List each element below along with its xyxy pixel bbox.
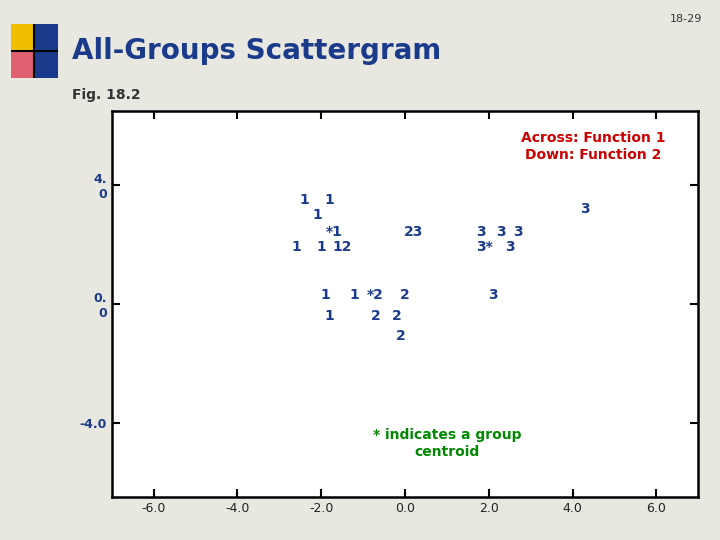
Text: 3: 3 xyxy=(505,240,515,254)
Text: 2: 2 xyxy=(392,309,402,322)
Text: 3: 3 xyxy=(488,288,498,302)
Text: 3: 3 xyxy=(580,202,590,215)
Text: * indicates a group
centroid: * indicates a group centroid xyxy=(373,429,521,458)
Text: Fig. 18.2: Fig. 18.2 xyxy=(72,87,140,102)
Text: 1: 1 xyxy=(325,309,334,322)
Text: 3*: 3* xyxy=(476,240,493,254)
Text: 18-29: 18-29 xyxy=(670,14,702,24)
Bar xyxy=(35,24,58,51)
Text: 3: 3 xyxy=(513,226,523,239)
Bar xyxy=(11,24,35,51)
Text: 1: 1 xyxy=(312,208,322,221)
Bar xyxy=(11,51,35,78)
Text: *2: *2 xyxy=(367,288,384,302)
Text: 2: 2 xyxy=(396,329,405,343)
Text: 23: 23 xyxy=(404,226,423,239)
Text: 2: 2 xyxy=(400,288,410,302)
Text: 1: 1 xyxy=(320,288,330,302)
Text: 1: 1 xyxy=(291,240,301,254)
Bar xyxy=(35,51,58,78)
Text: All-Groups Scattergram: All-Groups Scattergram xyxy=(72,37,441,65)
Text: 3: 3 xyxy=(476,226,485,239)
Text: 12: 12 xyxy=(333,240,352,254)
Text: 1: 1 xyxy=(350,288,359,302)
Text: 1: 1 xyxy=(325,193,334,207)
Text: 1: 1 xyxy=(316,240,326,254)
Text: 3: 3 xyxy=(497,226,506,239)
Text: Across: Function 1
Down: Function 2: Across: Function 1 Down: Function 2 xyxy=(521,131,666,161)
Text: 1: 1 xyxy=(300,193,310,207)
Text: 2: 2 xyxy=(371,309,381,322)
Text: *1: *1 xyxy=(325,226,342,239)
